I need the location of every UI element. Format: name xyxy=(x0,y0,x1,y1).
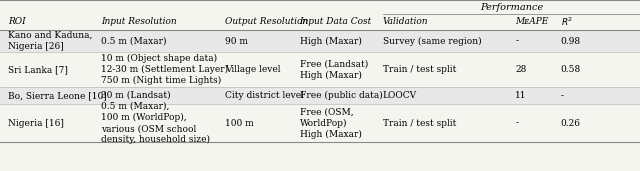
Text: Survey (same region): Survey (same region) xyxy=(383,36,481,45)
Text: 28: 28 xyxy=(515,65,527,74)
Text: 0.58: 0.58 xyxy=(561,65,581,74)
Text: 0.5 m (Maxar),
100 m (WorldPop),
various (OSM school
density, household size): 0.5 m (Maxar), 100 m (WorldPop), various… xyxy=(101,102,210,144)
Text: Train / test split: Train / test split xyxy=(383,119,456,128)
Text: Nigeria [16]: Nigeria [16] xyxy=(8,119,63,128)
Text: Input Resolution: Input Resolution xyxy=(101,17,177,27)
Text: Validation: Validation xyxy=(383,17,428,27)
Text: 10 m (Object shape data)
12-30 m (Settlement Layer)
750 m (Night time Lights): 10 m (Object shape data) 12-30 m (Settle… xyxy=(101,54,228,85)
Text: -: - xyxy=(515,119,518,128)
Text: ROI: ROI xyxy=(8,17,26,27)
Text: Train / test split: Train / test split xyxy=(383,65,456,74)
Text: -: - xyxy=(561,91,564,100)
Text: Bo, Sierra Leone [10]: Bo, Sierra Leone [10] xyxy=(8,91,106,100)
Text: -: - xyxy=(515,36,518,45)
Text: $R^2$: $R^2$ xyxy=(561,16,573,28)
Text: Performance: Performance xyxy=(480,3,543,11)
Text: Sri Lanka [7]: Sri Lanka [7] xyxy=(8,65,68,74)
Text: 100 m: 100 m xyxy=(225,119,254,128)
Text: 0.26: 0.26 xyxy=(561,119,580,128)
Text: 0.5 m (Maxar): 0.5 m (Maxar) xyxy=(101,36,166,45)
Text: City district level: City district level xyxy=(225,91,304,100)
Text: Free (public data): Free (public data) xyxy=(300,91,382,100)
Text: High (Maxar): High (Maxar) xyxy=(300,36,362,45)
Text: 90 m: 90 m xyxy=(225,36,248,45)
Text: Village level: Village level xyxy=(225,65,281,74)
Bar xyxy=(0,87,640,104)
Text: Free (Landsat)
High (Maxar): Free (Landsat) High (Maxar) xyxy=(300,59,368,80)
Text: 11: 11 xyxy=(515,91,527,100)
Text: Free (OSM,
WorldPop)
High (Maxar): Free (OSM, WorldPop) High (Maxar) xyxy=(300,107,362,139)
Text: MᴇAPE: MᴇAPE xyxy=(515,17,548,27)
Text: Kano and Kaduna,
Nigeria [26]: Kano and Kaduna, Nigeria [26] xyxy=(8,31,92,51)
Text: LOOCV: LOOCV xyxy=(383,91,417,100)
Text: 30 m (Landsat): 30 m (Landsat) xyxy=(101,91,171,100)
Bar xyxy=(0,30,640,52)
Text: Output Resolution: Output Resolution xyxy=(225,17,308,27)
Text: Input Data Cost: Input Data Cost xyxy=(300,17,372,27)
Text: 0.98: 0.98 xyxy=(561,36,580,45)
